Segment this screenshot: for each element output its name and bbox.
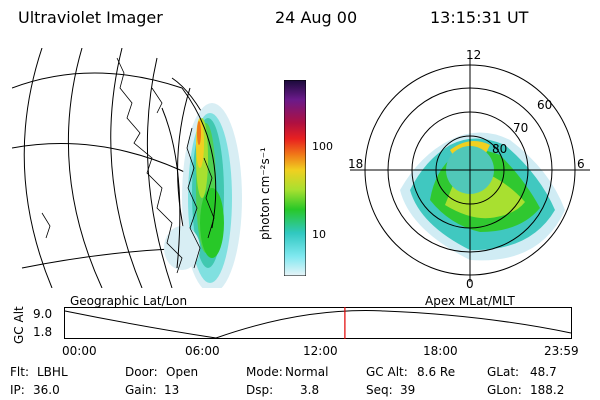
mlt-18-label: 18 [348, 157, 364, 171]
aurora-oval-polar [400, 132, 565, 261]
polar-grid [350, 58, 590, 282]
mode-value: Normal [285, 365, 329, 379]
colorbar-tick-100: 100 [312, 140, 333, 153]
orbit-x-tick-0: 00:00 [62, 344, 97, 358]
aurora-oval-geo [164, 103, 242, 288]
mode-label: Mode: [246, 365, 283, 379]
lat-80-label: 80 [492, 142, 508, 156]
door-value: Open [166, 365, 199, 379]
orbit-axis-label: GC Alt [12, 306, 26, 344]
glat-value: 48.7 [530, 365, 557, 379]
mlt-6-label: 6 [577, 157, 585, 171]
ip-label: IP: [10, 383, 25, 397]
seq-value: 39 [400, 383, 416, 397]
orbit-y-top: 9.0 [33, 307, 53, 321]
orbit-x-tick-4: 23:59 [544, 344, 579, 358]
gc-alt-label: GC Alt: [366, 365, 408, 379]
colorbar-tick-10: 10 [312, 228, 326, 241]
gain-label: Gain: [125, 383, 157, 397]
colorbar [284, 80, 306, 276]
lat-70-label: 70 [513, 121, 529, 135]
orbit-altitude-curve [64, 310, 572, 339]
apex-panel-label: Apex MLat/MLT [425, 294, 515, 308]
geographic-image-panel [12, 48, 242, 288]
mlt-0-label: 0 [466, 277, 474, 291]
glon-value: 188.2 [530, 383, 565, 397]
orbit-y-bottom: 1.8 [33, 325, 53, 339]
gain-value: 13 [164, 383, 180, 397]
glon-label: GLon: [487, 383, 522, 397]
orbit-x-tick-1: 06:00 [185, 344, 220, 358]
orbit-altitude-plot [64, 307, 572, 339]
dsp-value: 3.8 [300, 383, 320, 397]
ip-value: 36.0 [33, 383, 60, 397]
lat-60-label: 60 [537, 98, 553, 112]
coastline [41, 57, 215, 274]
orbit-x-tick-3: 18:00 [423, 344, 458, 358]
flt-label: Flt: [10, 365, 29, 379]
door-label: Door: [125, 365, 158, 379]
flt-value: LBHL [37, 365, 68, 379]
instrument-title: Ultraviolet Imager [18, 8, 163, 27]
orbit-x-tick-2: 12:00 [303, 344, 338, 358]
seq-label: Seq: [366, 383, 393, 397]
dsp-label: Dsp: [246, 383, 274, 397]
geographic-panel-label: Geographic Lat/Lon [70, 294, 188, 308]
mlt-12-label: 12 [466, 48, 482, 62]
colorbar-label: photon cm⁻²s⁻¹ [258, 147, 272, 240]
polar-plot [350, 58, 590, 282]
glat-label: GLat: [487, 365, 520, 379]
gc-alt-value: 8.6 Re [417, 365, 456, 379]
date-label: 24 Aug 00 [275, 8, 358, 27]
time-label: 13:15:31 UT [430, 8, 529, 27]
